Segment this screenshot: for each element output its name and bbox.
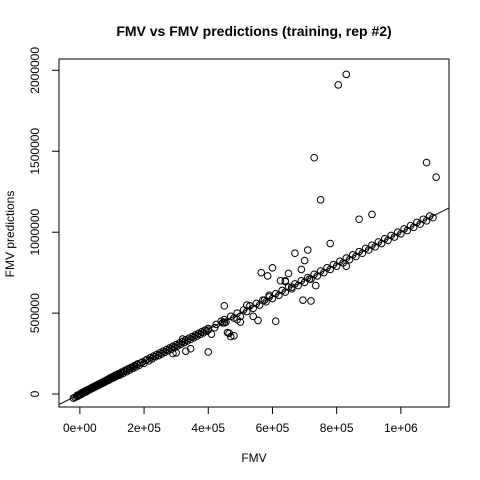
data-point [310,153,318,162]
x-axis-label: FMV [241,451,266,465]
data-point [225,329,233,338]
chart-title: FMV vs FMV predictions (training, rep #2… [116,23,391,39]
data-point [342,262,351,270]
data-point [169,349,177,358]
data-point [297,265,306,274]
data-point [230,331,238,340]
data-point [281,277,290,286]
data-point [342,70,351,79]
data-point [242,301,251,309]
data-point [368,210,376,219]
data-point [249,312,257,321]
reference-line-path [58,207,450,406]
data-point [204,348,213,356]
x-tick-label: 8e+05 [320,421,354,435]
data-point [326,239,335,248]
x-axis: 0e+00 2e+05 4e+05 6e+05 8e+05 1e+06 [63,406,418,435]
data-point [263,272,272,280]
data-point [186,344,195,353]
data-point [422,158,431,167]
data-point [181,347,190,355]
x-tick-label: 1e+06 [384,421,418,435]
data-point [220,302,229,310]
y-tick-label: 2000000 [28,47,42,94]
x-tick-label: 0e+00 [63,421,97,435]
data-point [300,256,309,265]
data-point [305,275,314,283]
data-point [260,296,269,304]
y-tick-label: 1500000 [28,128,42,175]
data-point [257,268,266,277]
data-point [271,317,280,326]
data-point [303,246,312,254]
data-point [291,249,299,258]
data-point [307,297,315,305]
data-point [334,81,343,89]
x-tick-label: 4e+05 [191,421,225,435]
data-point [276,276,285,285]
data-point [236,318,245,326]
x-tick-label: 6e+05 [256,421,290,435]
data-point [355,215,363,224]
data-point [287,283,296,292]
reference-line [58,207,450,406]
data-point [299,296,307,304]
data-point [172,348,180,357]
data-point [316,196,325,204]
data-point [207,330,216,338]
data-point [311,281,320,290]
y-tick-label: 500000 [28,293,42,333]
y-tick-label: 1000000 [28,209,42,256]
y-tick-label: 0 [28,390,42,397]
data-point [254,316,262,325]
plot-frame [58,58,450,408]
data-point [284,269,293,278]
y-axis-label: FMV predictions [3,191,17,278]
data-point [432,173,440,181]
x-tick-label: 2e+05 [127,421,161,435]
data-point [268,264,277,272]
